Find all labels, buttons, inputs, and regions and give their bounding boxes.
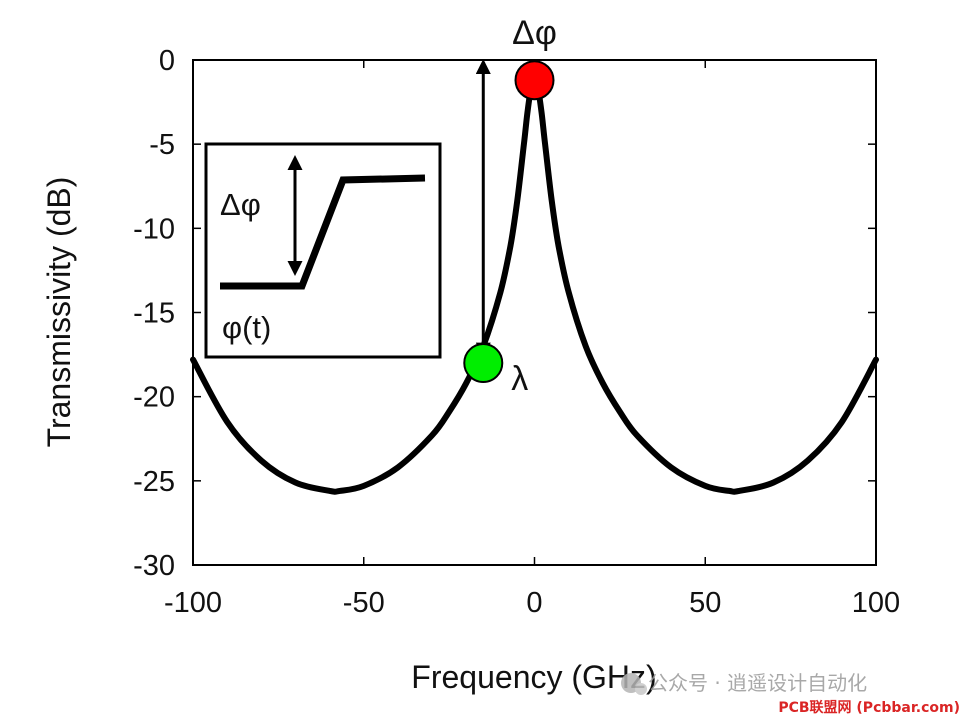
y-tick-label: -30 [133,550,175,582]
x-axis-label: Frequency (GHz) [411,659,656,695]
watermark-site: PCB联盟网 (Pcbbar.com) [778,700,960,716]
inset-signal-label: φ(t) [222,310,271,345]
peak-marker [514,60,555,101]
x-tick-label: 0 [526,587,542,619]
x-tick-label: 50 [689,587,721,619]
y-tick-label: 0 [159,45,175,77]
probe-marker-label: λ [511,360,528,398]
inset-phase-label: Δφ [220,187,261,222]
y-tick-label: -10 [133,213,175,245]
wechat-icon-dot [635,683,647,695]
peak-marker-label: Δφ [512,14,557,52]
y-axis-label: Transmissivity (dB) [41,177,77,448]
inset-phase-step-line [220,174,426,290]
y-tick-label: -20 [133,382,175,414]
x-tick-label: -100 [164,587,222,619]
x-tick-label: -50 [343,587,385,619]
x-tick-label: 100 [852,587,900,619]
y-tick-label: -25 [133,466,175,498]
watermark-text: 公众号 · 逍遥设计自动化 [648,671,867,695]
x-axis-ticks: -100 -50 0 50 100 [164,60,900,619]
inset-panel: Δφ φ(t) [204,142,442,359]
y-tick-label: -5 [149,129,175,161]
watermark: 公众号 · 逍遥设计自动化 PCB联盟网 (Pcbbar.com) [621,671,960,716]
y-tick-label: -15 [133,298,175,330]
y-axis-ticks: 0 -5 -10 -15 -20 -25 -30 [133,45,876,582]
probe-marker [463,343,504,383]
